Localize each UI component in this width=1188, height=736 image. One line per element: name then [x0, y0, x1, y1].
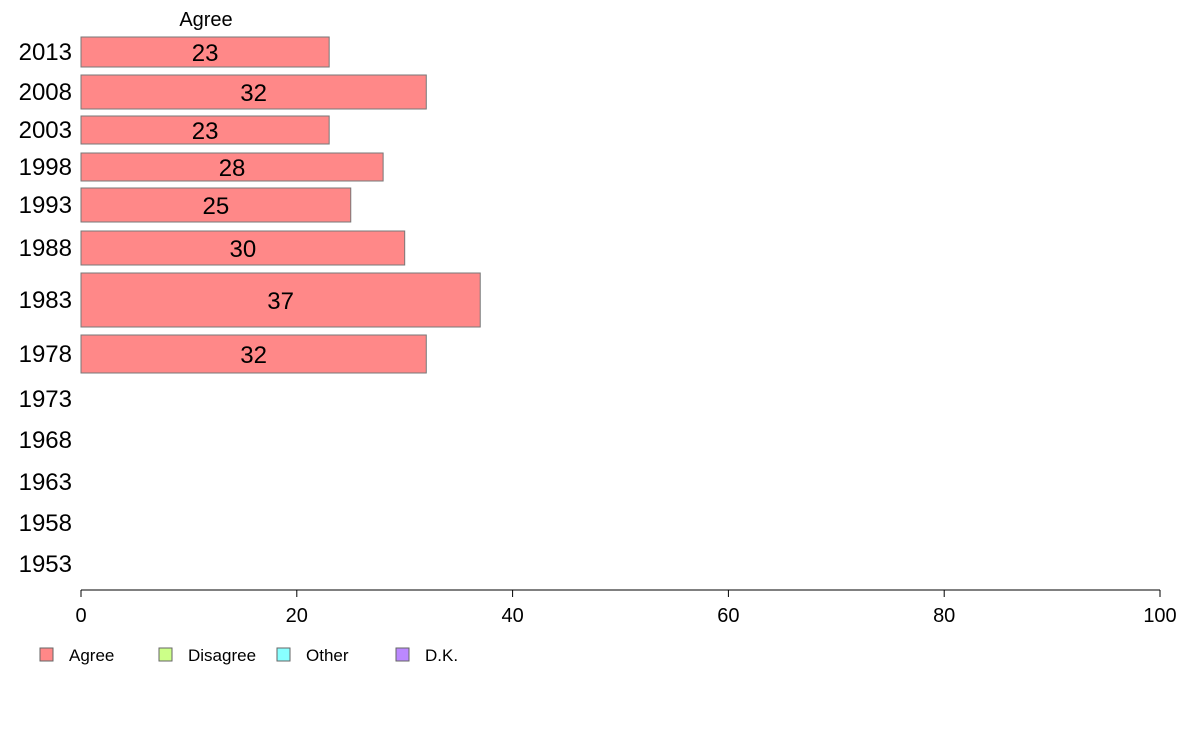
legend-label-d-k: D.K.	[425, 646, 458, 665]
bar-1988	[80, 230, 406, 266]
x-tick-label-60: 60	[717, 605, 739, 627]
legend-label-disagree: Disagree	[188, 646, 256, 665]
bar-value-label-1983: 37	[267, 288, 294, 315]
bar-value-label-1978: 32	[240, 342, 267, 369]
bar-value-label-1988: 30	[229, 236, 256, 263]
category-label-1983: 1983	[19, 287, 72, 314]
legend-swatch-other	[276, 647, 291, 662]
legend-label-agree: Agree	[69, 646, 114, 665]
bar-2013	[80, 36, 330, 68]
category-label-2013: 2013	[19, 39, 72, 66]
category-label-1968: 1968	[19, 427, 72, 454]
legend-swatch-agree	[39, 647, 54, 662]
category-label-1988: 1988	[19, 235, 72, 262]
x-tick-label-80: 80	[933, 605, 955, 627]
bar-1978	[80, 334, 427, 374]
x-axis: 0 20 40 60 80 100	[75, 589, 1177, 627]
bar-2008	[80, 74, 427, 110]
legend-label-other: Other	[306, 646, 349, 665]
category-label-1953: 1953	[19, 551, 72, 578]
bar-1993	[80, 187, 352, 223]
category-label-1963: 1963	[19, 469, 72, 496]
category-label-1973: 1973	[19, 386, 72, 413]
category-label-1993: 1993	[19, 192, 72, 219]
bar-2003	[80, 115, 330, 145]
bar-value-label-2003: 23	[192, 118, 219, 145]
x-tick-label-100: 100	[1143, 605, 1176, 627]
x-tick-label-20: 20	[286, 605, 308, 627]
bar-value-label-1993: 25	[203, 193, 230, 220]
category-label-1978: 1978	[19, 341, 72, 368]
bar-value-label-2013: 23	[192, 40, 219, 67]
category-label-2003: 2003	[19, 117, 72, 144]
legend-swatch-d-k	[395, 647, 410, 662]
category-labels: 2013 2008 2003 1998 1993 1988 1983 1978 1973 1968…	[19, 39, 72, 578]
bar-1983	[80, 272, 481, 328]
bar-1998	[80, 152, 384, 182]
bar-value-label-1998: 28	[219, 155, 246, 182]
legend: Agree Disagree Other D.K.	[39, 646, 458, 665]
column-header-agree: Agree	[179, 9, 232, 31]
x-tick-label-40: 40	[501, 605, 523, 627]
category-label-1958: 1958	[19, 510, 72, 537]
category-label-2008: 2008	[19, 79, 72, 106]
bar-value-label-2008: 32	[240, 80, 267, 107]
category-label-1998: 1998	[19, 154, 72, 181]
x-tick-label-0: 0	[75, 605, 86, 627]
legend-swatch-disagree	[158, 647, 173, 662]
